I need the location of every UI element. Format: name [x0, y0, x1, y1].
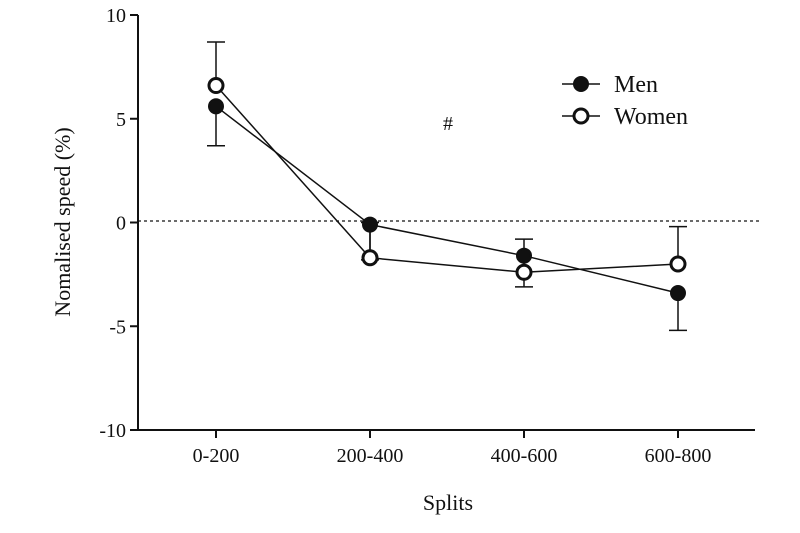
y-tick-label: -10 [99, 420, 126, 442]
series-men [207, 105, 687, 332]
legend-men-label: Men [614, 72, 658, 98]
x-tick-label: 400-600 [491, 445, 558, 467]
point-women [669, 255, 687, 273]
legend-men-marker [573, 76, 589, 92]
point-men [670, 285, 686, 302]
y-tick-label: 0 [116, 213, 126, 235]
series-layer [207, 41, 687, 332]
point-women [361, 249, 379, 267]
series-line-men [215, 105, 679, 294]
legend-women-marker [572, 107, 590, 125]
legend: Men Women [562, 72, 688, 130]
point-men [208, 98, 224, 115]
x-tick-label: 0-200 [193, 445, 240, 467]
y-axis-title: Nomalised speed (%) [50, 127, 75, 316]
x-tick-label: 600-800 [645, 445, 712, 467]
point-women [515, 263, 533, 281]
x-tick-label: 200-400 [337, 445, 404, 467]
y-tick-label: 5 [116, 109, 126, 131]
y-tick-label: -5 [109, 316, 126, 338]
legend-item-women: Women [562, 104, 688, 130]
y-ticks: -10 -5 0 5 10 [99, 5, 138, 442]
series-line-women [215, 85, 679, 274]
x-ticks: 0-200 200-400 400-600 600-800 [193, 430, 712, 467]
legend-item-men: Men [562, 72, 658, 98]
x-axis-title: Splits [423, 490, 473, 515]
legend-women-label: Women [614, 104, 688, 130]
y-tick-label: 10 [106, 5, 126, 27]
annotation-hash: # [443, 113, 453, 135]
point-men [362, 216, 378, 233]
point-women [207, 77, 225, 95]
point-men [516, 247, 532, 264]
